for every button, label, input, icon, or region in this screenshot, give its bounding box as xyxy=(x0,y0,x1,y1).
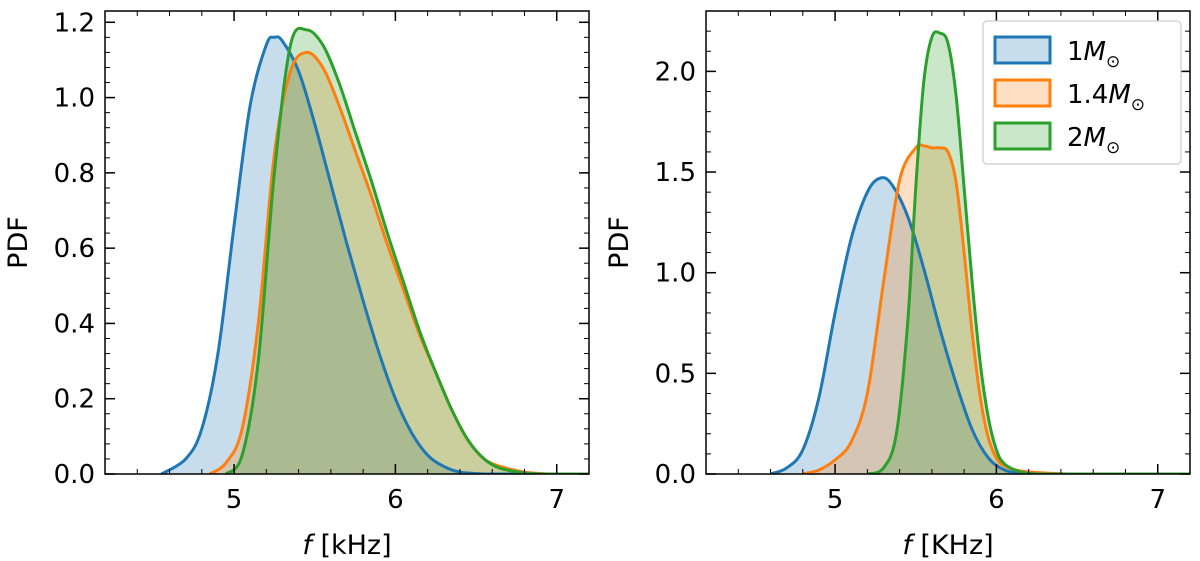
y-tick-label: 0.2 xyxy=(54,385,95,415)
y-tick-label: 1.0 xyxy=(655,259,696,289)
y-tick-label: 1.5 xyxy=(655,158,696,188)
y-tick-label: 0.0 xyxy=(54,460,95,490)
x-axis-label: f [KHz] xyxy=(902,530,993,561)
plot-area xyxy=(770,30,1190,474)
legend-sun-subscript: ⊙ xyxy=(1131,95,1145,115)
axes-frame xyxy=(705,10,1191,475)
legend-mass-symbol: M xyxy=(1108,80,1130,110)
legend: 1M⊙1.4M⊙2M⊙ xyxy=(982,20,1182,165)
series-fill-3 xyxy=(867,31,1037,474)
series-line-2 xyxy=(802,143,1190,474)
series-line-3 xyxy=(866,30,1190,474)
x-axis-label-unit: [kHz] xyxy=(312,530,392,561)
legend-mass-symbol: M xyxy=(1084,123,1106,153)
y-axis-label: PDF xyxy=(604,216,635,269)
legend-sun-subscript: ⊙ xyxy=(1106,138,1120,158)
y-tick-label: 0.0 xyxy=(655,460,696,490)
x-tick-label: 6 xyxy=(387,485,404,515)
legend-swatch-3 xyxy=(993,121,1052,151)
legend-mass-symbol: M xyxy=(1084,37,1106,67)
legend-swatch-1 xyxy=(993,35,1052,65)
legend-label-1: 1M⊙ xyxy=(1067,37,1120,72)
y-tick-label: 1.0 xyxy=(54,84,95,114)
legend-value: 1 xyxy=(1067,37,1084,67)
legend-value: 2 xyxy=(1067,123,1084,153)
axes-frame xyxy=(104,10,590,475)
series-line-1 xyxy=(160,35,589,474)
plot-area xyxy=(160,26,589,474)
legend-sun-subscript: ⊙ xyxy=(1106,52,1120,72)
y-tick-label: 0.6 xyxy=(54,234,95,264)
y-tick-label: 0.8 xyxy=(54,159,95,189)
y-tick-label: 0.5 xyxy=(655,359,696,389)
legend-label-2: 1.4M⊙ xyxy=(1067,80,1145,115)
series-fill-1 xyxy=(161,36,485,474)
x-tick-label: 7 xyxy=(548,485,565,515)
y-tick-label: 2.0 xyxy=(655,57,696,87)
x-tick-label: 7 xyxy=(1149,485,1166,515)
legend-label-3: 2M⊙ xyxy=(1067,123,1120,158)
x-axis-label: f [kHz] xyxy=(302,530,391,561)
series-line-3 xyxy=(224,26,589,474)
x-tick-label: 5 xyxy=(827,485,844,515)
series-fill-2 xyxy=(209,52,549,474)
legend-value: 1.4 xyxy=(1067,80,1108,110)
y-tick-label: 0.4 xyxy=(54,309,95,339)
x-tick-label: 5 xyxy=(226,485,243,515)
chart-panel-1: 5 6 7 0.0 0.2 0.4 0.6 0.8 1.0 1.2 f [kHz] PDF xyxy=(3,8,590,561)
y-axis-label: PDF xyxy=(3,216,34,269)
legend-swatch-2 xyxy=(993,78,1052,108)
x-axis-label-unit: [KHz] xyxy=(912,530,994,561)
series-fill-3 xyxy=(226,28,541,474)
legend-box xyxy=(982,20,1182,165)
y-tick-label: 1.2 xyxy=(54,8,95,38)
x-tick-label: 6 xyxy=(988,485,1005,515)
